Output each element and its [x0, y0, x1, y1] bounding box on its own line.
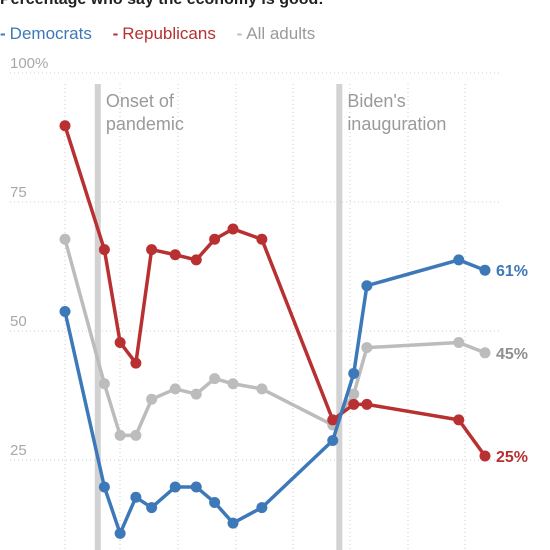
data-point-democrats — [114, 527, 126, 539]
data-point-republicans — [209, 233, 221, 245]
data-point-all-adults — [453, 336, 465, 348]
data-point-republicans — [98, 244, 110, 256]
data-point-republicans — [348, 398, 360, 410]
chart-title: Percentage who say the economy is good: — [0, 0, 324, 9]
data-point-democrats — [209, 496, 221, 508]
data-point-all-adults — [209, 373, 221, 385]
data-point-republicans — [59, 120, 71, 132]
end-value-label: 45% — [496, 346, 528, 363]
data-point-republicans — [227, 223, 239, 235]
y-tick-label: 75 — [10, 184, 27, 201]
data-point-republicans — [453, 414, 465, 426]
data-point-democrats — [190, 481, 202, 493]
data-point-all-adults — [169, 383, 181, 395]
data-point-democrats — [130, 491, 142, 503]
data-point-democrats — [479, 264, 491, 276]
data-point-all-adults — [348, 388, 360, 400]
data-point-all-adults — [130, 429, 142, 441]
series-line-republicans — [63, 125, 487, 458]
data-point-republicans — [190, 254, 202, 266]
end-value-label: 61% — [496, 263, 528, 280]
data-point-all-adults — [146, 393, 158, 405]
legend-democrats: - Democrats — [0, 24, 92, 43]
y-tick-label: 25 — [10, 442, 27, 459]
y-tick-label: 50 — [10, 313, 27, 330]
data-point-democrats — [169, 481, 181, 493]
data-point-all-adults — [190, 388, 202, 400]
data-point-republicans — [256, 233, 268, 245]
data-point-democrats — [227, 517, 239, 529]
annotation-label: Onset of — [106, 91, 175, 111]
y-tick-label: 100% — [10, 55, 48, 72]
legend-republicans: - Republicans — [112, 24, 216, 43]
data-point-democrats — [256, 502, 268, 514]
data-point-democrats — [98, 481, 110, 493]
data-point-republicans — [114, 336, 126, 348]
data-point-democrats — [59, 306, 71, 318]
data-point-all-adults — [114, 429, 126, 441]
data-point-all-adults — [59, 233, 71, 245]
end-value-label: 25% — [496, 449, 528, 466]
data-point-republicans — [361, 398, 373, 410]
data-point-all-adults — [98, 378, 110, 390]
data-point-all-adults — [479, 347, 491, 359]
data-point-republicans — [327, 414, 339, 426]
data-point-democrats — [327, 435, 339, 447]
data-point-all-adults — [361, 342, 373, 354]
data-point-republicans — [479, 450, 491, 462]
data-point-democrats — [361, 280, 373, 292]
data-point-all-adults — [227, 378, 239, 390]
data-point-democrats — [453, 254, 465, 266]
data-point-all-adults — [256, 383, 268, 395]
data-point-democrats — [146, 502, 158, 514]
annotation-label: inauguration — [347, 114, 446, 134]
data-point-democrats — [348, 367, 360, 379]
annotation-label: pandemic — [106, 114, 184, 134]
legend-all-adults: - All adults — [236, 24, 316, 43]
data-point-republicans — [130, 357, 142, 369]
legend: - Democrats - Republicans - All adults — [0, 24, 331, 44]
annotation-label: Biden's — [347, 91, 405, 111]
data-point-republicans — [169, 249, 181, 261]
data-point-republicans — [146, 244, 158, 256]
